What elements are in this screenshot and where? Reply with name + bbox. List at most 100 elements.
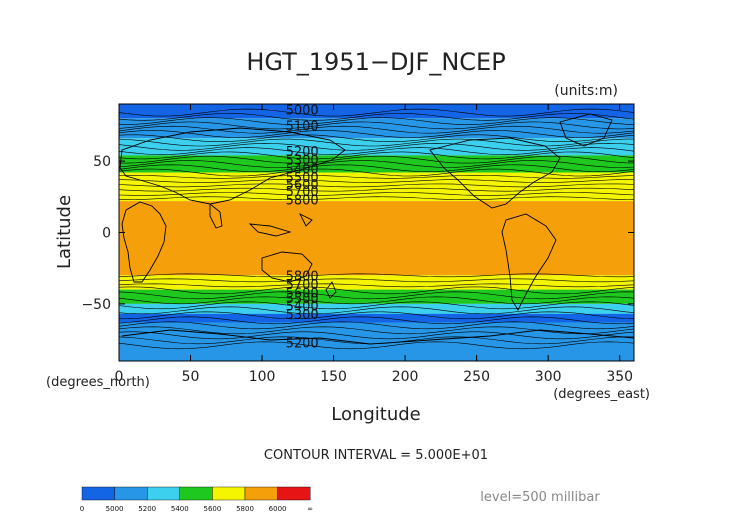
contour-line-29	[118, 311, 635, 320]
colorbar-segment-3	[179, 486, 213, 501]
contour-line-7	[118, 138, 634, 147]
colorbar: 0 5000 5200 5400 5600 5800 6000 ∞	[80, 486, 313, 513]
contour-line-4	[118, 125, 635, 134]
contour-label-3: 5300	[286, 154, 319, 169]
coastline-asia-islands	[248, 212, 313, 237]
x-tick-label-6: 300	[535, 369, 562, 385]
x-tick-label-3: 150	[320, 369, 347, 385]
contour-band-4	[119, 172, 634, 202]
contour-label-15: 5200	[286, 336, 319, 351]
contour-line-26	[118, 296, 635, 305]
contour-line-9	[118, 147, 635, 155]
contour-band-3	[119, 155, 634, 173]
coastline-antarctica	[121, 329, 635, 345]
contour-line-35	[118, 341, 635, 350]
colorbar-segment-1	[114, 486, 148, 501]
colorbar-label-2: 5200	[138, 505, 156, 513]
level-text: level=500 millibar	[480, 490, 600, 505]
units-label: (units:m)	[554, 83, 618, 99]
contour-label-6: 5600	[286, 178, 319, 193]
contour-band-2	[119, 138, 634, 156]
contour-line-11	[119, 155, 635, 164]
contour-band-9	[119, 321, 634, 361]
x-tick-label-4: 200	[392, 369, 419, 385]
contour-label-1: 5100	[286, 119, 319, 134]
coastline-north-america	[429, 137, 561, 209]
colorbar-label-1: 5000	[106, 505, 124, 513]
colorbar-label-4: 5600	[203, 505, 221, 513]
contour-band-10	[119, 313, 634, 323]
y-tick-label-1: 0	[102, 226, 111, 242]
colorbar-label-0: 0	[80, 505, 84, 513]
y-tick-label-2: −50	[81, 297, 111, 313]
x-tick-label-5: 250	[463, 369, 490, 385]
contour-line-13	[118, 164, 635, 173]
contour-line-5	[118, 130, 635, 138]
contour-label-0: 5000	[286, 104, 319, 119]
contour-line-24	[118, 286, 635, 295]
contour-band-6	[119, 275, 634, 290]
contour-interval-text: CONTOUR INTERVAL = 5.000E+01	[264, 448, 488, 463]
y-unit-label: (degrees_north)	[46, 375, 150, 390]
contour-line-22	[118, 278, 635, 283]
contour-line-25	[118, 291, 635, 300]
plot-area: 5000510052005300540055005600570058005800…	[118, 103, 635, 362]
colorbar-segment-0	[81, 486, 115, 501]
y-axis-label: Latitude	[54, 195, 75, 269]
contour-line-12	[118, 160, 635, 168]
contour-line-6	[118, 134, 635, 142]
coastline-australia	[261, 251, 313, 283]
coastline-south-america	[501, 213, 557, 311]
contour-line-23	[118, 283, 635, 288]
contour-label-5: 5500	[286, 171, 319, 186]
colorbar-segment-6	[277, 486, 311, 501]
colorbar-label-5: 5800	[236, 505, 254, 513]
contour-band-5	[119, 201, 634, 276]
contour-label-10: 5700	[286, 278, 319, 293]
contour-line-17	[118, 183, 635, 188]
contour-band-0	[119, 104, 634, 119]
x-unit-label: (degrees_east)	[553, 387, 650, 402]
contour-line-0	[118, 108, 635, 117]
contour-line-19	[118, 192, 635, 196]
contour-label-2: 5200	[286, 145, 319, 160]
contour-line-33	[118, 331, 635, 340]
x-tick-label-1: 50	[182, 369, 200, 385]
contour-line-15	[118, 175, 635, 179]
contour-line-1	[118, 113, 635, 121]
contour-line-18	[118, 187, 635, 192]
contour-line-30	[118, 316, 635, 325]
x-tick-label-2: 100	[249, 369, 276, 385]
x-tick-label-7: 350	[606, 369, 633, 385]
y-tick-label-0: 50	[93, 154, 111, 170]
contour-line-16	[118, 179, 634, 183]
contour-line-21	[118, 273, 635, 278]
coastline-india	[209, 203, 223, 229]
contour-label-12: 5500	[286, 292, 319, 307]
contour-label-4: 5400	[286, 162, 319, 177]
contour-line-2	[119, 117, 635, 125]
coastline-africa	[121, 201, 167, 283]
colorbar-label-3: 5400	[171, 505, 189, 513]
contour-label-13: 5400	[286, 299, 319, 314]
colorbar-label-7: ∞	[307, 505, 313, 513]
colorbar-segment-5	[244, 486, 278, 501]
contour-line-20	[119, 196, 635, 200]
contour-line-31	[118, 321, 635, 330]
contour-line-32	[118, 326, 635, 335]
colorbar-segment-4	[212, 486, 246, 501]
x-tick-label-0: 0	[115, 369, 124, 385]
contour-band-7	[119, 289, 634, 304]
coastline-new-zealand	[325, 281, 337, 299]
colorbar-segment-2	[146, 486, 180, 501]
contour-label-14: 5300	[286, 308, 319, 323]
contour-line-27	[118, 301, 635, 310]
chart-title: HGT_1951−DJF_NCEP	[246, 48, 505, 76]
contour-line-10	[118, 151, 635, 160]
colorbar-label-6: 6000	[269, 505, 287, 513]
contour-label-7: 5700	[286, 185, 319, 200]
coastline-greenland	[559, 113, 613, 147]
contour-label-8: 5800	[286, 194, 319, 209]
contour-label-9: 5800	[286, 269, 319, 284]
